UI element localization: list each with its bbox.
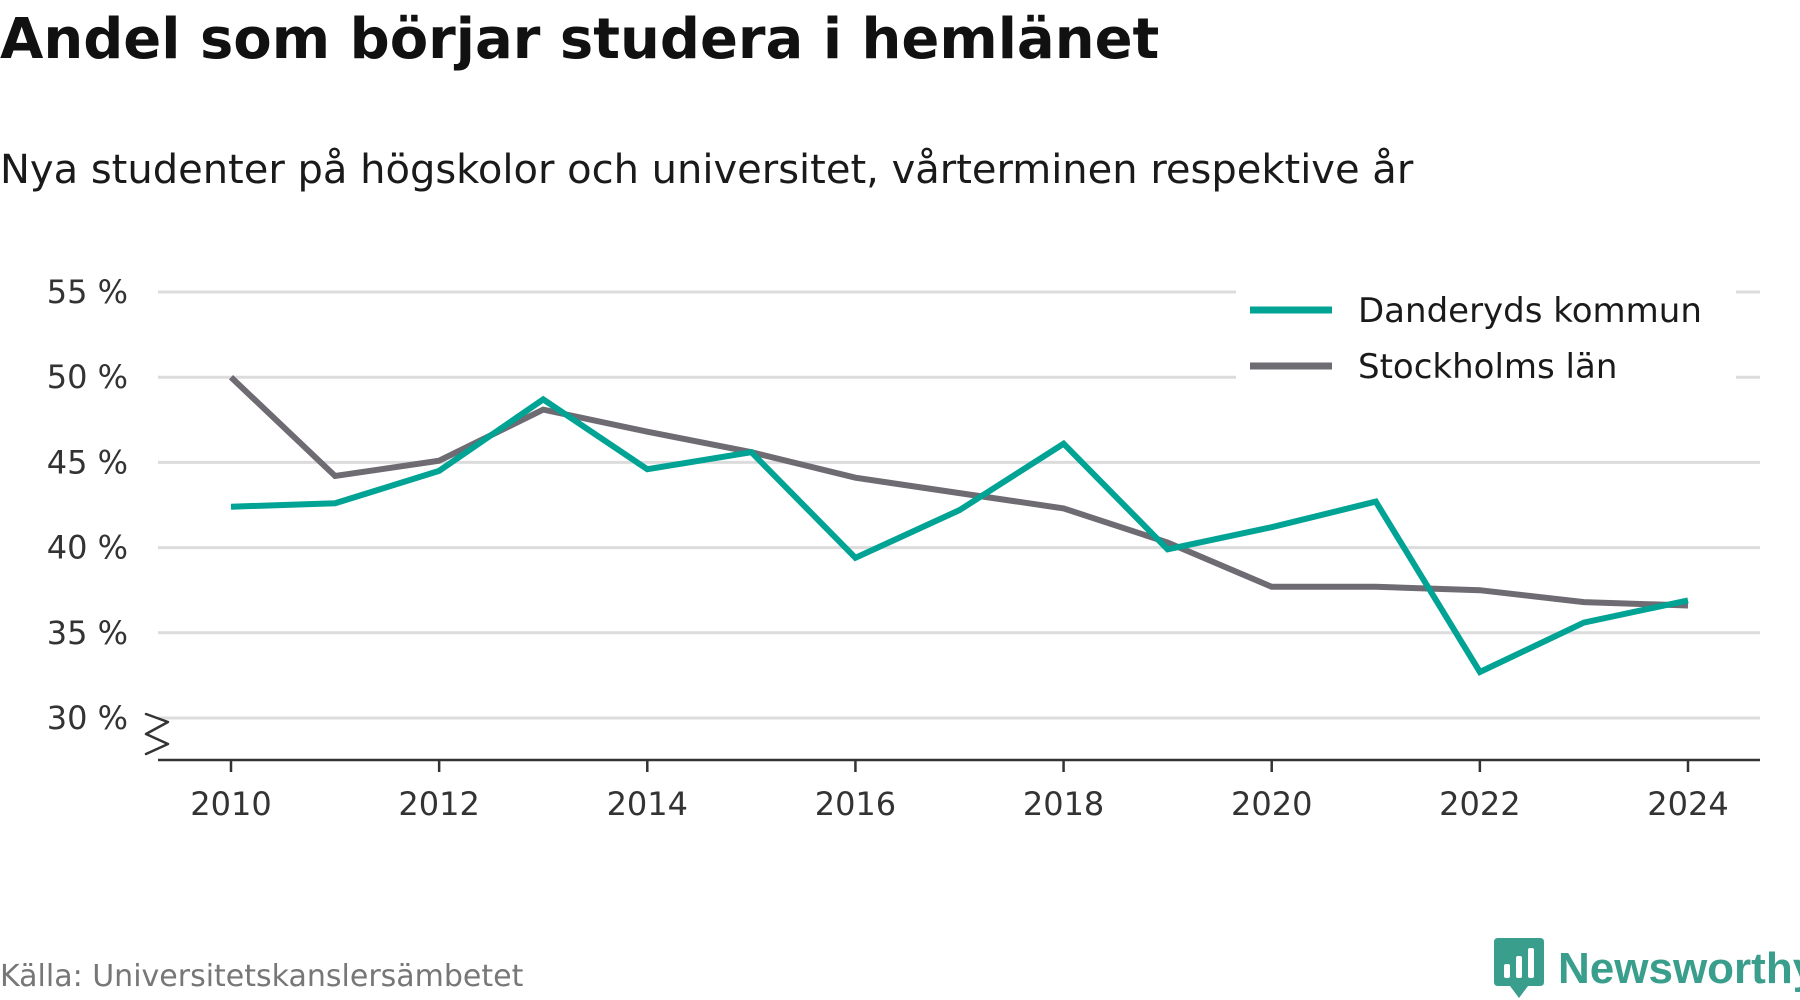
y-tick-label: 30 %: [47, 699, 128, 737]
x-tick-label: 2012: [398, 785, 479, 823]
legend-label: Danderyds kommun: [1358, 291, 1702, 331]
y-tick-label: 55 %: [47, 273, 128, 311]
x-tick-label: 2014: [607, 785, 688, 823]
x-tick-label: 2024: [1647, 785, 1728, 823]
x-axis: 2010 2012 2014 2016 2018 2020 2022 2024: [144, 712, 1760, 823]
series-line: [230, 395, 1689, 676]
y-axis-tick-labels: 30 % 35 % 40 % 45 % 50 % 55 %: [47, 273, 128, 737]
y-tick-label: 50 %: [47, 358, 128, 396]
newsworthy-bar-chart-logo-icon: [1494, 938, 1544, 998]
y-tick-label: 40 %: [47, 529, 128, 567]
x-tick-label: 2020: [1231, 785, 1312, 823]
legend-label: Stockholms län: [1358, 347, 1617, 387]
chart-subtitle: Nya studenter på högskolor och universit…: [0, 147, 1414, 193]
legend: Danderyds kommun Stockholms län: [1236, 282, 1736, 387]
series-lines: [228, 375, 1689, 676]
y-tick-label: 45 %: [47, 443, 128, 481]
x-tick-label: 2010: [190, 785, 271, 823]
axis-break-marker: [144, 712, 170, 756]
brand-logo: Newsworthy: [1494, 938, 1800, 1000]
chart-title: Andel som börjar studera i hemlänet: [0, 7, 1160, 72]
y-tick-label: 35 %: [47, 614, 128, 652]
series-line: [228, 375, 1689, 609]
x-tick-label: 2022: [1439, 785, 1520, 823]
x-tick-label: 2016: [815, 785, 896, 823]
brand-name: Newsworthy: [1558, 944, 1800, 993]
source-note: Källa: Universitetskanslersämbetet: [0, 959, 524, 994]
x-tick-label: 2018: [1023, 785, 1104, 823]
